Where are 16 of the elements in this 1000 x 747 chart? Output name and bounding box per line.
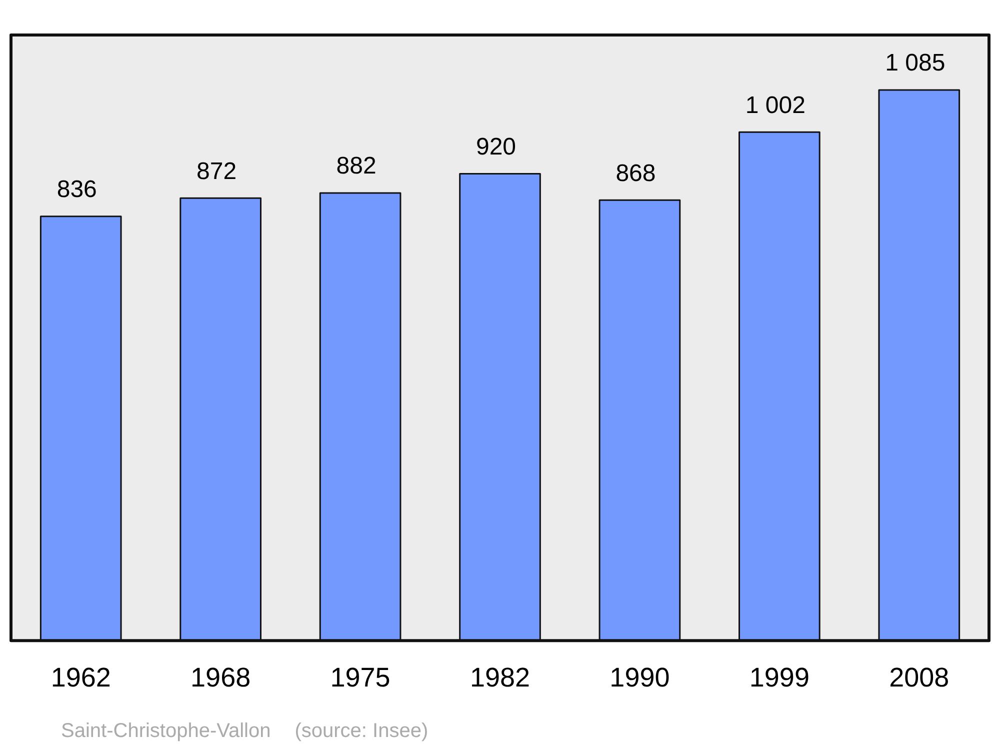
data-label: 872: [196, 158, 237, 185]
x-tick-label: 1982: [470, 662, 530, 692]
text: Saint-Christophe-Vallon: [61, 720, 271, 742]
x-tick-label: 1999: [749, 662, 810, 692]
text: (source: Insee): [294, 720, 428, 742]
data-label: 868: [616, 160, 656, 187]
data-label: 920: [476, 133, 516, 160]
data-label: 882: [336, 152, 376, 180]
data-label: 1 002: [745, 92, 806, 119]
x-tick-label: 1975: [330, 662, 390, 692]
data-label: 1 085: [885, 50, 946, 77]
x-tick-label: 1962: [50, 662, 111, 692]
x-tick-label: 1968: [190, 662, 251, 692]
x-tick-label: 1990: [610, 662, 670, 692]
x-tick-label: 2008: [889, 662, 950, 692]
data-label: 836: [56, 176, 97, 204]
